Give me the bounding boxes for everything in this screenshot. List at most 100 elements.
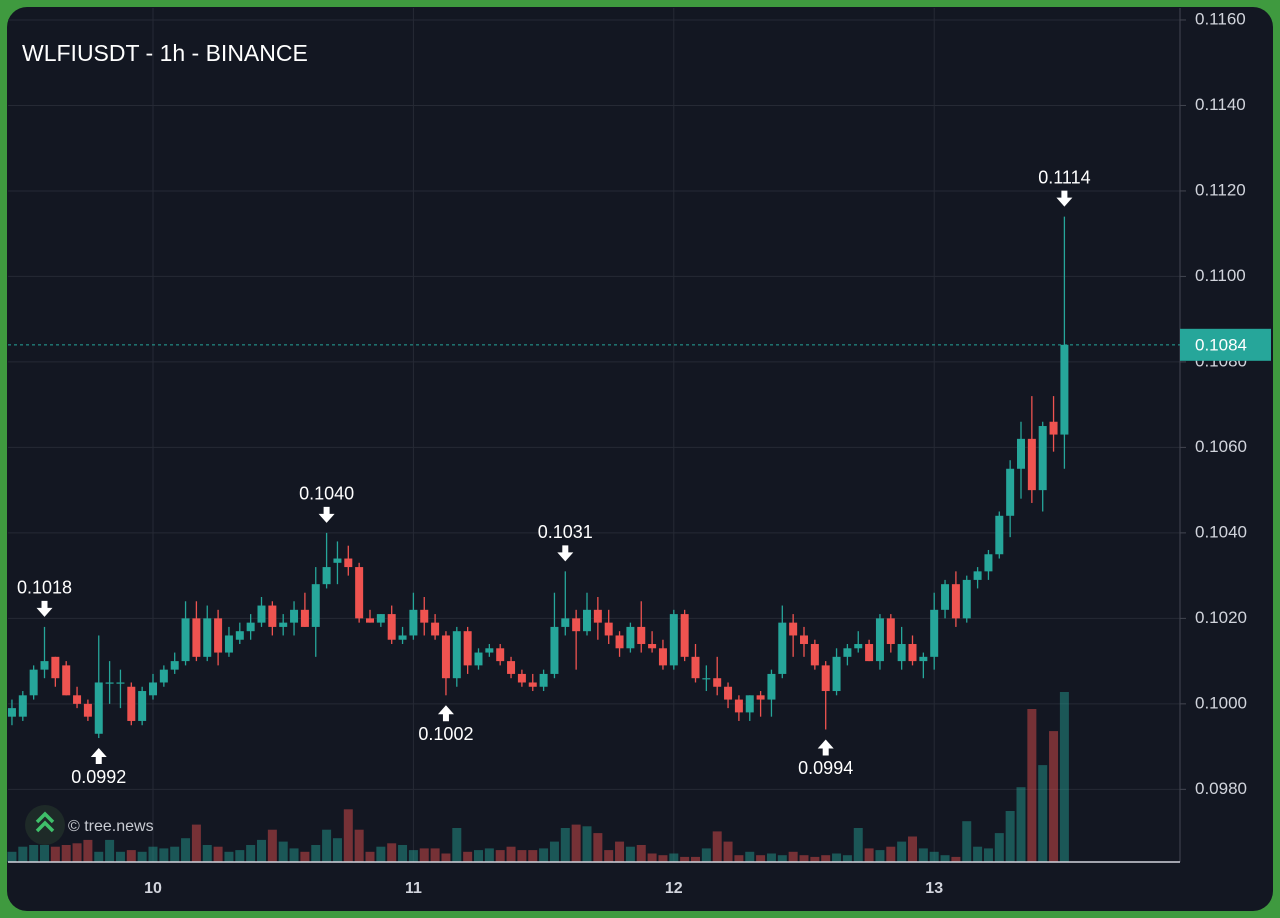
candle-body [713, 678, 722, 687]
volume-bar [636, 845, 646, 862]
candle-body [431, 622, 440, 636]
candle-body [257, 605, 266, 623]
candle-body [51, 656, 60, 679]
arrow-down [318, 506, 335, 523]
candle-body [658, 648, 667, 666]
last-price-label: 0.1084 [1195, 335, 1247, 354]
candle-body [756, 695, 765, 700]
watermark-logo [25, 805, 65, 845]
candle-body [843, 648, 852, 657]
volume-bar [582, 826, 592, 862]
candle-body [941, 584, 950, 610]
panel [7, 7, 1273, 911]
candle-body [376, 614, 385, 623]
volume-bar [159, 848, 169, 862]
volume-bar [137, 851, 147, 862]
candle-body [507, 661, 516, 674]
candle-body [669, 614, 678, 666]
candle-body [333, 558, 342, 563]
y-tick-label: 0.1040 [1195, 522, 1247, 541]
volume-bar [50, 846, 60, 862]
volume-bar [571, 824, 581, 862]
volume-bar [658, 855, 668, 862]
volume-bar [300, 851, 310, 862]
volume-bar [72, 843, 82, 862]
volume-bar [506, 846, 516, 862]
volume-bar [701, 848, 711, 862]
volume-bar [712, 831, 722, 862]
candle-body [951, 584, 960, 619]
volume-bar [61, 845, 71, 862]
volume-bar [680, 856, 690, 862]
volume-bar [430, 848, 440, 862]
candle-body [344, 558, 353, 568]
candle-body [452, 631, 461, 679]
volume-bar [908, 836, 917, 862]
annotation-label: 0.1040 [299, 484, 354, 504]
annotation-label: 0.1018 [17, 578, 72, 598]
volume-bar [235, 850, 245, 862]
annotation-label: 0.1031 [538, 522, 593, 542]
volume-bar [929, 851, 939, 862]
candle-body [1006, 468, 1015, 516]
candle-body [583, 609, 591, 632]
candle-body [420, 609, 429, 623]
volume-bar [615, 841, 625, 862]
candle-body [73, 695, 82, 704]
volume-bar [387, 843, 397, 862]
arrow-up [437, 705, 454, 722]
candle-body [311, 584, 320, 627]
volume-bar [40, 845, 49, 862]
candle-body [398, 635, 407, 640]
volume-bar [983, 848, 993, 862]
volume-bar [604, 850, 614, 862]
volume-bar [691, 856, 700, 862]
volume-bar [1059, 692, 1069, 862]
volume-bar [756, 855, 766, 862]
volume-bar [1005, 811, 1015, 862]
candle-body [159, 669, 168, 683]
candle-body [680, 614, 689, 657]
volume-bar [897, 841, 907, 862]
volume-bar [278, 841, 288, 862]
candle-body [832, 656, 841, 692]
arrow-up [817, 739, 834, 756]
volume-bar [853, 828, 863, 862]
volume-bar [799, 855, 809, 862]
candle-body [268, 605, 277, 627]
candle-body [203, 618, 212, 657]
candle-body [116, 682, 125, 684]
candle-body [94, 682, 103, 734]
volume-bar [560, 828, 570, 862]
volume-bar [181, 838, 191, 862]
y-tick-label: 0.1100 [1195, 266, 1246, 285]
candle-body [40, 661, 49, 670]
candle-body [930, 609, 939, 657]
volume-bar [115, 851, 125, 862]
watermark: © tree.news [68, 818, 154, 835]
candle-body [170, 661, 179, 670]
candle-body [387, 614, 396, 640]
arrow-down [1056, 190, 1073, 207]
candle-body [149, 682, 157, 696]
volume-bar [842, 855, 852, 862]
volume-bar [126, 850, 136, 862]
volume-bar [322, 829, 332, 862]
candle-body [127, 686, 136, 721]
candle-body [246, 622, 255, 632]
x-tick-label: 10 [144, 880, 162, 897]
chart-title: WLFIUSDT - 1h - BINANCE [22, 40, 308, 66]
y-tick-label: 0.1000 [1195, 693, 1247, 712]
candle-body [83, 703, 92, 717]
candle-body [648, 644, 657, 649]
candle-body [973, 571, 982, 580]
candle-body [517, 673, 526, 683]
candle-body [572, 618, 581, 632]
volume-bar [745, 851, 755, 862]
annotation-label: 0.1002 [418, 724, 473, 744]
candle-body [366, 618, 374, 623]
candle-body [821, 665, 830, 692]
volume-bar [495, 850, 505, 862]
candle-body [789, 622, 798, 636]
candle-body [463, 631, 472, 666]
